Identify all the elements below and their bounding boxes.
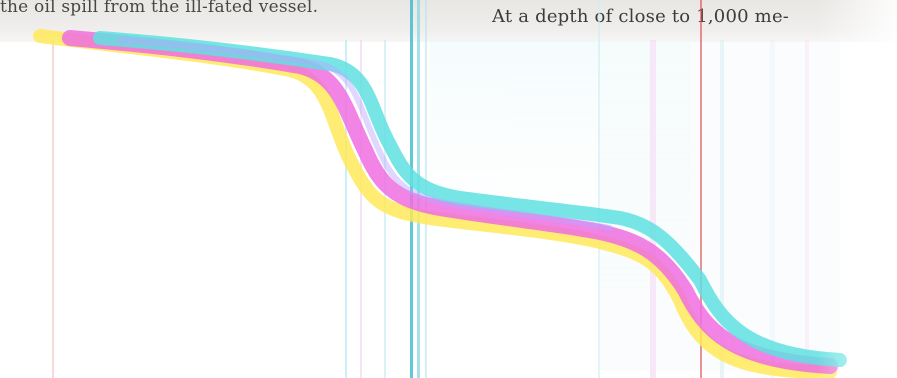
right-fade bbox=[817, 0, 897, 378]
cyan-stroke bbox=[93, 31, 847, 367]
right-caption: At a depth of close to 1,000 me- bbox=[492, 6, 790, 27]
text-band: the oil spill from the ill-fated vessel.… bbox=[0, 0, 897, 42]
left-caption: the oil spill from the ill-fated vessel. bbox=[0, 0, 319, 17]
lavender-blend bbox=[117, 37, 613, 231]
